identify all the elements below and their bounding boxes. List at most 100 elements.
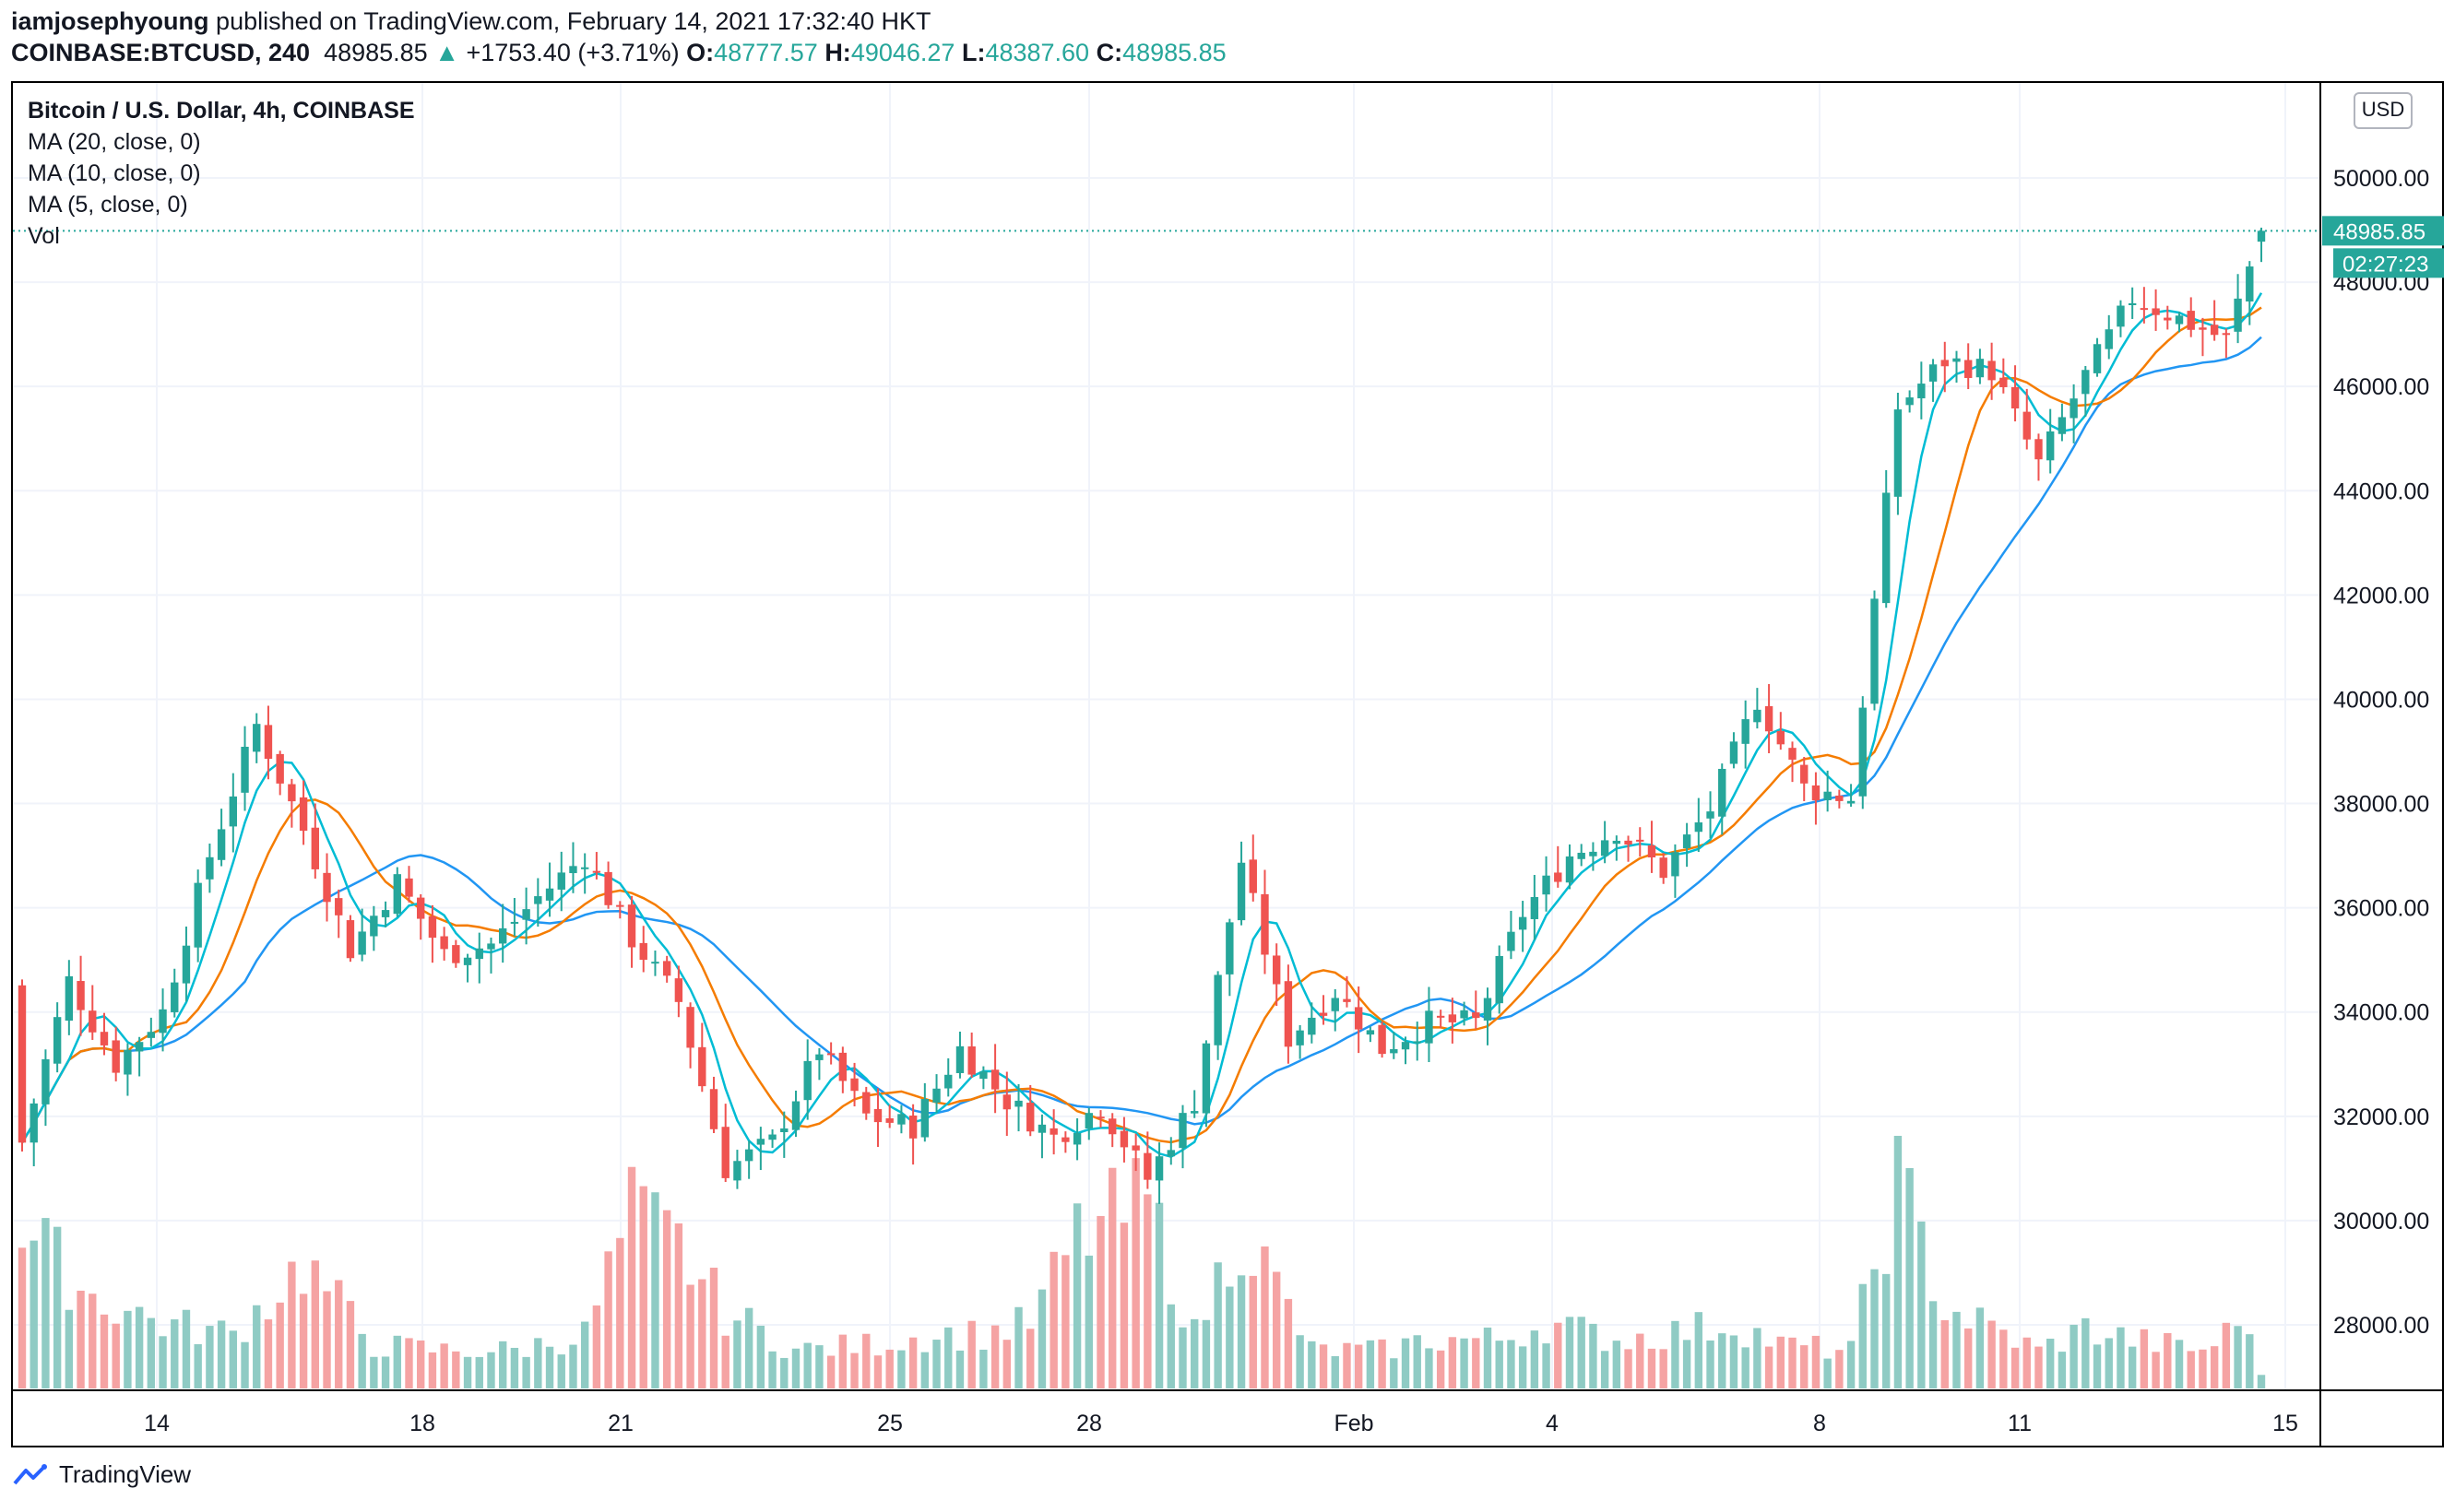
- volume-bar: [1882, 1273, 1891, 1388]
- candle-body: [323, 872, 331, 903]
- volume-bar: [1390, 1358, 1398, 1388]
- candle-body: [100, 1032, 109, 1045]
- candle-body: [241, 746, 249, 793]
- volume-bar: [463, 1356, 472, 1388]
- volume-bar: [1975, 1307, 1985, 1388]
- candle-body: [1624, 840, 1632, 845]
- candle-body: [815, 1054, 824, 1060]
- candle-body: [1366, 1030, 1375, 1035]
- volume-bar: [1109, 1167, 1117, 1388]
- close-label: C:: [1096, 39, 1123, 66]
- volume-bar: [510, 1347, 519, 1388]
- volume-bar: [616, 1237, 624, 1388]
- volume-bar: [1764, 1346, 1773, 1388]
- candle-body: [1413, 1041, 1421, 1044]
- volume-bar: [1272, 1271, 1281, 1388]
- volume-bar: [1647, 1348, 1656, 1388]
- candle-body: [1354, 1007, 1363, 1030]
- volume-bar: [2105, 1338, 2113, 1388]
- volume-bar: [182, 1309, 191, 1388]
- volume-bar: [77, 1290, 85, 1388]
- volume-bar: [721, 1335, 729, 1388]
- candle-body: [1928, 364, 1938, 382]
- volume-bar: [1718, 1333, 1726, 1388]
- volume-bar: [1413, 1335, 1421, 1388]
- chart-frame[interactable]: [11, 81, 2444, 1447]
- candle-body: [1495, 955, 1503, 1004]
- candle-body: [873, 1108, 883, 1123]
- volume-bar: [1811, 1335, 1820, 1388]
- candle-body: [77, 981, 85, 1010]
- volume-bar: [1284, 1298, 1293, 1388]
- currency-button[interactable]: USD: [2354, 92, 2413, 129]
- volume-bar: [1296, 1335, 1304, 1388]
- volume-bar: [686, 1284, 694, 1388]
- volume-bar: [557, 1354, 565, 1388]
- volume-bar: [2222, 1322, 2231, 1388]
- candle-body: [1776, 730, 1785, 745]
- candle-body: [709, 1089, 718, 1129]
- volume-bar: [990, 1325, 1000, 1388]
- candle-body: [2105, 329, 2113, 349]
- candle-body: [534, 896, 542, 904]
- volume-bar: [604, 1251, 612, 1388]
- candle-body: [1811, 785, 1820, 801]
- countdown-tag: [2333, 248, 2444, 278]
- candle-body: [557, 872, 565, 890]
- price-tag-label: 48985.85: [2333, 219, 2425, 244]
- candle-body: [1542, 875, 1550, 895]
- volume-bar: [791, 1348, 801, 1388]
- candle-body: [1120, 1130, 1129, 1148]
- high-value: 49046.27: [850, 39, 955, 66]
- volume-bar: [1425, 1348, 1433, 1388]
- candle-body: [944, 1074, 953, 1089]
- legend: Bitcoin / U.S. Dollar, 4h, COINBASE MA (…: [28, 95, 415, 252]
- footer-brand[interactable]: TradingView: [13, 1460, 191, 1489]
- candle-body: [1109, 1118, 1117, 1135]
- volume-bar: [744, 1307, 753, 1388]
- candle-body: [2210, 325, 2219, 336]
- volume-bar: [1226, 1286, 1234, 1388]
- candle-body: [1319, 1012, 1328, 1016]
- candle-body: [2187, 311, 2195, 330]
- candle-body: [475, 948, 483, 960]
- countdown-tag-label: 02:27:23: [2342, 252, 2428, 277]
- volume-bar: [323, 1291, 331, 1388]
- volume-bar: [1014, 1306, 1023, 1388]
- volume-bar: [1589, 1323, 1597, 1388]
- candle-body: [1191, 1111, 1199, 1114]
- volume-bar: [1530, 1330, 1539, 1388]
- volume-bar: [1319, 1344, 1328, 1388]
- candle-body: [920, 1099, 930, 1138]
- volume-bar: [405, 1338, 413, 1388]
- volume-bar: [908, 1337, 918, 1388]
- volume-bar: [1343, 1342, 1351, 1388]
- volume-bar: [1507, 1340, 1515, 1388]
- volume-bar: [780, 1357, 789, 1388]
- candle-body: [2164, 317, 2172, 321]
- volume-bar: [1659, 1349, 1667, 1388]
- candle-body: [2093, 344, 2102, 373]
- high-label: H:: [824, 39, 851, 66]
- volume-bar: [159, 1336, 167, 1388]
- volume-bar: [1858, 1283, 1867, 1388]
- candle-body: [463, 957, 472, 965]
- candle-body: [370, 915, 378, 937]
- candle-body: [2010, 386, 2020, 409]
- volume-bar: [1448, 1337, 1457, 1388]
- volume-bar: [2070, 1324, 2078, 1388]
- volume-bar: [897, 1350, 906, 1388]
- candle-body: [2081, 370, 2090, 395]
- candle-body: [604, 871, 612, 905]
- candle-body: [1179, 1113, 1187, 1149]
- candle-body: [206, 856, 214, 880]
- candle-body: [2046, 431, 2055, 461]
- candle-body: [1823, 791, 1832, 800]
- volume-bar: [2034, 1346, 2043, 1388]
- volume-bar: [1026, 1329, 1035, 1388]
- volume-bar: [651, 1192, 659, 1388]
- volume-bar: [698, 1279, 706, 1388]
- volume-bar: [1565, 1317, 1574, 1388]
- candle-body: [2152, 308, 2160, 315]
